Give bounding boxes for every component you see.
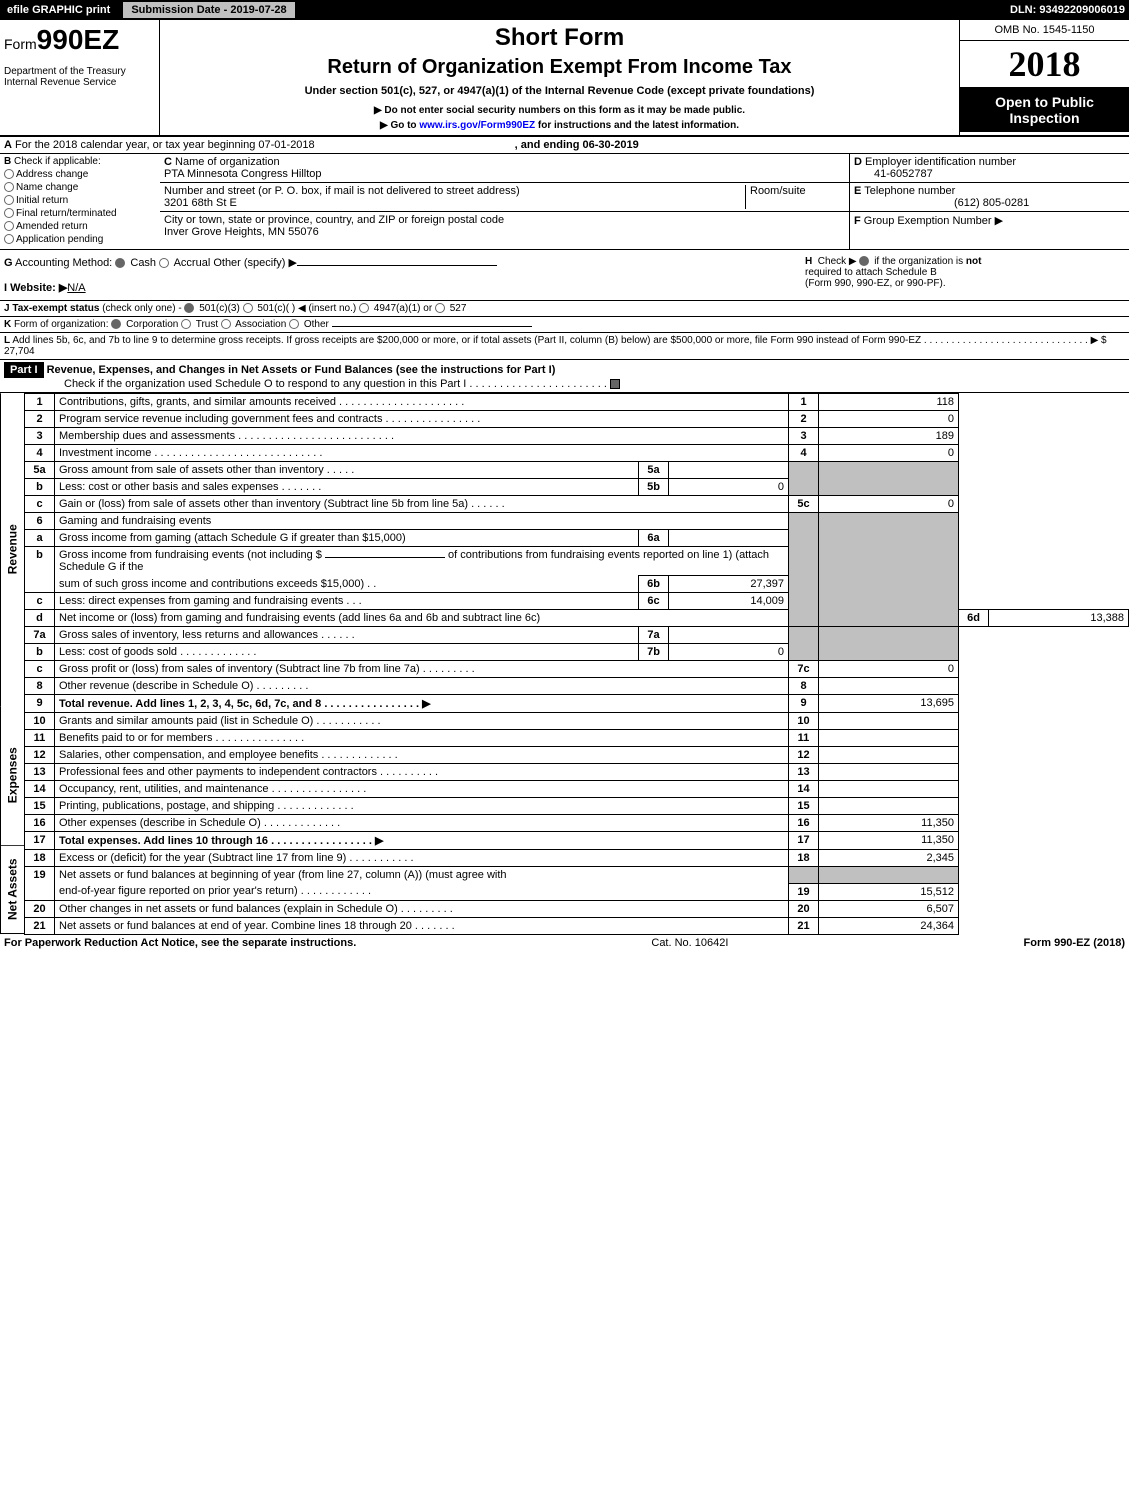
line-13: 13Professional fees and other payments t… — [25, 764, 1129, 781]
header-right: OMB No. 1545-1150 2018 Open to Public In… — [959, 20, 1129, 135]
line-6b-1: bGross income from fundraising events (n… — [25, 547, 1129, 576]
line-8: 8Other revenue (describe in Schedule O) … — [25, 678, 1129, 695]
line-sections: Revenue Expenses Net Assets 1Contributio… — [0, 393, 1129, 935]
line-1: 1Contributions, gifts, grants, and simil… — [25, 394, 1129, 411]
netassets-side-label: Net Assets — [0, 846, 24, 934]
org-street: 3201 68th St E — [164, 197, 237, 209]
section-l: L Add lines 5b, 6c, and 7b to line 9 to … — [0, 333, 1129, 360]
line-4: 4Investment income . . . . . . . . . . .… — [25, 445, 1129, 462]
org-info-row: B Check if applicable: Address change Na… — [0, 154, 1129, 250]
line-16: 16Other expenses (describe in Schedule O… — [25, 815, 1129, 832]
do-not-enter: ▶ Do not enter social security numbers o… — [164, 105, 955, 116]
line-10: 10Grants and similar amounts paid (list … — [25, 713, 1129, 730]
paperwork-notice: For Paperwork Reduction Act Notice, see … — [4, 937, 356, 949]
omb-number: OMB No. 1545-1150 — [960, 20, 1129, 41]
line-5c: cGain or (loss) from sale of assets othe… — [25, 496, 1129, 513]
section-a: A For the 2018 calendar year, or tax yea… — [0, 137, 1129, 154]
part1-header: Part I — [4, 362, 44, 378]
trust-radio[interactable] — [181, 319, 191, 329]
open-public-badge: Open to Public Inspection — [960, 88, 1129, 132]
section-f: F Group Exemption Number ▶ — [850, 212, 1129, 229]
corporation-radio[interactable] — [111, 319, 121, 329]
tax-year: 2018 — [960, 41, 1129, 88]
top-bar: efile GRAPHIC print Submission Date - 20… — [0, 0, 1129, 20]
lines-table: 1Contributions, gifts, grants, and simil… — [24, 393, 1129, 935]
section-c: C Name of organization PTA Minnesota Con… — [160, 154, 849, 249]
revenue-side-label: Revenue — [0, 393, 24, 706]
form-number: Form990EZ — [4, 24, 155, 56]
cash-radio[interactable] — [115, 258, 125, 268]
section-h: H Check ▶ if the organization is not req… — [805, 256, 1125, 294]
schedule-b-checkbox[interactable] — [859, 256, 869, 266]
line-19-2: end-of-year figure reported on prior yea… — [25, 883, 1129, 900]
line-5b: bLess: cost or other basis and sales exp… — [25, 479, 1129, 496]
submission-date: Submission Date - 2019-07-28 — [123, 2, 294, 18]
dln-number: DLN: 93492209006019 — [1010, 4, 1129, 16]
527-radio[interactable] — [435, 303, 445, 313]
section-b: B Check if applicable: Address change Na… — [0, 154, 160, 249]
section-e: E Telephone number (612) 805-0281 — [850, 183, 1129, 212]
name-change-checkbox[interactable]: Name change — [4, 182, 156, 193]
line-14: 14Occupancy, rent, utilities, and mainte… — [25, 781, 1129, 798]
room-suite-label: Room/suite — [750, 185, 806, 197]
header-center: Short Form Return of Organization Exempt… — [160, 20, 959, 135]
section-def: D Employer identification number 41-6052… — [849, 154, 1129, 249]
ein-value: 41-6052787 — [874, 168, 933, 180]
form-header: Form990EZ Department of the Treasury Int… — [0, 20, 1129, 137]
expenses-side-label: Expenses — [0, 706, 24, 846]
short-form-title: Short Form — [164, 24, 955, 52]
4947-radio[interactable] — [359, 303, 369, 313]
line-6b-2: sum of such gross income and contributio… — [25, 576, 1129, 593]
section-j: J Tax-exempt status (check only one) - 5… — [0, 301, 1129, 317]
501c3-radio[interactable] — [184, 303, 194, 313]
application-pending-checkbox[interactable]: Application pending — [4, 234, 156, 245]
line-6a: aGross income from gaming (attach Schedu… — [25, 530, 1129, 547]
line-21: 21Net assets or fund balances at end of … — [25, 917, 1129, 934]
cat-number: Cat. No. 10642I — [651, 937, 728, 949]
line-7c: cGross profit or (loss) from sales of in… — [25, 661, 1129, 678]
amended-return-checkbox[interactable]: Amended return — [4, 221, 156, 232]
department-label: Department of the Treasury Internal Reve… — [4, 66, 155, 88]
line-7b: bLess: cost of goods sold . . . . . . . … — [25, 644, 1129, 661]
line-12: 12Salaries, other compensation, and empl… — [25, 747, 1129, 764]
org-city: Inver Grove Heights, MN 55076 — [164, 226, 319, 238]
line-5a: 5aGross amount from sale of assets other… — [25, 462, 1129, 479]
part1-title: Part I Revenue, Expenses, and Changes in… — [0, 360, 1129, 393]
section-k: K Form of organization: Corporation Trus… — [0, 317, 1129, 333]
line-2: 2Program service revenue including gover… — [25, 411, 1129, 428]
website-value: N/A — [67, 282, 85, 294]
address-change-checkbox[interactable]: Address change — [4, 169, 156, 180]
line-18: 18Excess or (deficit) for the year (Subt… — [25, 850, 1129, 867]
org-name: PTA Minnesota Congress Hilltop — [164, 168, 322, 180]
form-ref: Form 990-EZ (2018) — [1024, 937, 1125, 949]
line-6c: cLess: direct expenses from gaming and f… — [25, 593, 1129, 610]
phone-value: (612) 805-0281 — [954, 197, 1029, 209]
other-radio[interactable] — [289, 319, 299, 329]
line-9: 9Total revenue. Add lines 1, 2, 3, 4, 5c… — [25, 695, 1129, 713]
initial-return-checkbox[interactable]: Initial return — [4, 195, 156, 206]
line-17: 17Total expenses. Add lines 10 through 1… — [25, 832, 1129, 850]
accounting-row: G Accounting Method: Cash Accrual Other … — [0, 250, 1129, 301]
schedule-o-checkbox[interactable] — [610, 379, 620, 389]
irs-link[interactable]: www.irs.gov/Form990EZ — [419, 120, 535, 131]
line-15: 15Printing, publications, postage, and s… — [25, 798, 1129, 815]
header-left: Form990EZ Department of the Treasury Int… — [0, 20, 160, 135]
501c-radio[interactable] — [243, 303, 253, 313]
association-radio[interactable] — [221, 319, 231, 329]
line-3: 3Membership dues and assessments . . . .… — [25, 428, 1129, 445]
line-20: 20Other changes in net assets or fund ba… — [25, 900, 1129, 917]
page-footer: For Paperwork Reduction Act Notice, see … — [0, 935, 1129, 951]
under-section: Under section 501(c), 527, or 4947(a)(1)… — [164, 85, 955, 97]
goto-instructions: ▶ Go to www.irs.gov/Form990EZ for instru… — [164, 120, 955, 131]
line-19-1: 19Net assets or fund balances at beginni… — [25, 867, 1129, 884]
section-d: D Employer identification number 41-6052… — [850, 154, 1129, 183]
efile-badge: efile GRAPHIC print — [0, 1, 117, 19]
accrual-radio[interactable] — [159, 258, 169, 268]
final-return-checkbox[interactable]: Final return/terminated — [4, 208, 156, 219]
line-6d: dNet income or (loss) from gaming and fu… — [25, 610, 1129, 627]
return-title: Return of Organization Exempt From Incom… — [164, 56, 955, 79]
line-11: 11Benefits paid to or for members . . . … — [25, 730, 1129, 747]
line-6: 6Gaming and fundraising events — [25, 513, 1129, 530]
line-7a: 7aGross sales of inventory, less returns… — [25, 627, 1129, 644]
